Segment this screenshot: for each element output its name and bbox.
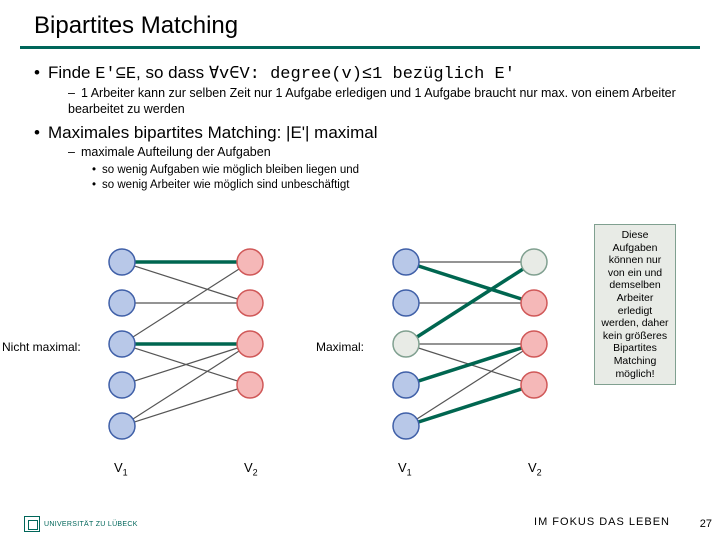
v1-label-right: V1 (398, 460, 412, 478)
v2-label-left: V2 (244, 460, 258, 478)
sub-bullet-2: –maximale Aufteilung der Aufgaben (68, 145, 700, 161)
logo-text: UNIVERSITÄT ZU LÜBECK (44, 521, 138, 528)
b2-text: Maximales bipartites Matching: |E'| maxi… (48, 123, 378, 142)
b1-math1: E'⊆E (95, 65, 136, 84)
callout-box: Diese Aufgaben können nur von ein und de… (594, 224, 676, 385)
sub2-head: maximale Aufteilung der Aufgaben (81, 145, 271, 159)
university-logo: UNIVERSITÄT ZU LÜBECK (24, 516, 138, 532)
b1-prefix: Finde (48, 63, 95, 82)
page-number: 27 (700, 518, 712, 530)
dash-icon: – (68, 86, 75, 100)
v2-label-right: V2 (528, 460, 542, 478)
sub2a-text: so wenig Aufgaben wie möglich bleiben li… (102, 164, 359, 176)
tagline: IM FOKUS DAS LEBEN (534, 516, 670, 528)
footer: UNIVERSITÄT ZU LÜBECK IM FOKUS DAS LEBEN… (0, 508, 720, 534)
bullet-dot: • (34, 123, 40, 142)
b1-math2: ∀v∈V: degree(v)≤1 bezüglich E' (209, 65, 515, 84)
sub2b-text: so wenig Arbeiter wie möglich sind unbes… (102, 179, 349, 191)
graph-not-maximal (92, 240, 282, 452)
bullet-dot: • (92, 179, 96, 191)
v1-label-left: V1 (114, 460, 128, 478)
b1-mid: , so dass (136, 63, 209, 82)
logo-mark-icon (24, 516, 40, 532)
sub-sub-b: • so wenig Arbeiter wie möglich sind unbe… (92, 178, 700, 193)
label-not-maximal: Nicht maximal: (2, 340, 81, 354)
bullet-dot: • (92, 164, 96, 176)
label-maximal: Maximal: (316, 340, 364, 354)
sub1-text: 1 Arbeiter kann zur selben Zeit nur 1 Au… (68, 86, 676, 116)
graph-maximal (376, 240, 566, 452)
bullet-2: • Maximales bipartites Matching: |E'| max… (34, 123, 700, 143)
sub-sub-a: • so wenig Aufgaben wie möglich bleiben l… (92, 163, 700, 178)
dash-icon: – (68, 145, 75, 159)
bullet-1: • Finde E'⊆E, so dass ∀v∈V: degree(v)≤1 b… (34, 63, 700, 84)
sub-bullet-1: –1 Arbeiter kann zur selben Zeit nur 1 A… (68, 86, 700, 117)
bullet-dot: • (34, 63, 40, 82)
content-area: • Finde E'⊆E, so dass ∀v∈V: degree(v)≤1 b… (0, 49, 720, 193)
page-title: Bipartites Matching (0, 0, 720, 46)
